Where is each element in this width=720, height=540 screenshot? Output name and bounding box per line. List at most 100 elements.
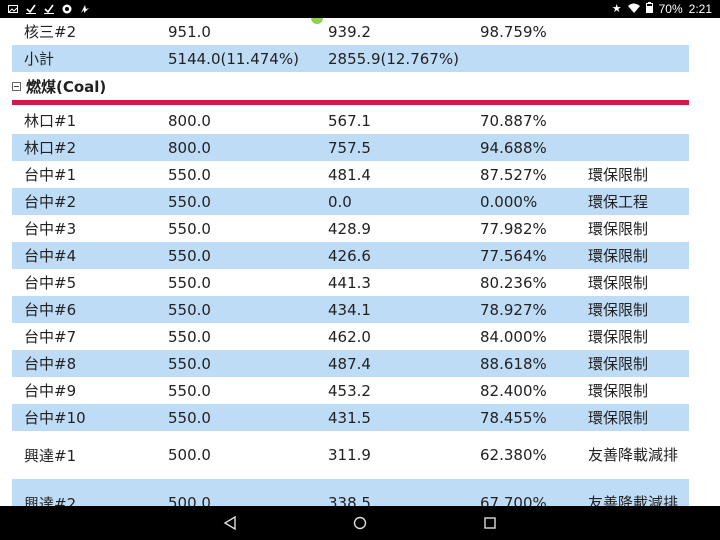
cell-note: 友善降載減排 [588,446,679,464]
cell-capacity: 951.0 [168,22,211,41]
cell-note: 環保限制 [576,404,689,431]
cell-capacity: 550.0 [156,188,316,215]
cell-output: 939.2 [328,22,371,41]
cell-ratio: 84.000% [480,327,547,346]
table-row: 台中#7 550.0 462.0 84.000% 環保限制 [12,323,689,350]
cell-note: 環保限制 [576,296,689,323]
table-row: 小計 5144.0(11.474%) 2855.9(12.767%) [12,45,689,72]
recents-button[interactable] [475,508,505,538]
shield-icon [62,4,72,14]
star-icon: ★ [611,3,622,15]
cell-note: 環保限制 [576,242,689,269]
cell-output: 426.6 [316,242,468,269]
cell-name: 小計 [12,45,156,72]
cell-name: 台中#1 [24,166,77,184]
cell-ratio: 78.455% [468,404,576,431]
cell-name: 台中#10 [12,404,156,431]
check-icon [26,4,36,14]
cell-ratio: 98.759% [480,22,547,41]
cell-name: 台中#4 [12,242,156,269]
home-button[interactable] [345,508,375,538]
cell-output: 441.3 [328,273,371,292]
page-content[interactable]: 核三#2 951.0 939.2 98.759% 小計 5144.0(11.474%) 28… [0,18,720,506]
cell-capacity: 550.0 [168,219,211,238]
coal-section-header[interactable]: 燃煤(Coal) [12,72,720,100]
table-row: 台中#9 550.0 453.2 82.400% 環保限制 [12,377,689,404]
recents-icon [484,517,496,529]
cell-ratio: 94.688% [468,134,576,161]
collapse-icon[interactable] [12,81,21,91]
cell-ratio: 62.380% [480,446,547,464]
cell-ratio [468,45,576,72]
cell-output: 434.1 [316,296,468,323]
home-icon [353,516,367,530]
cell-note: 友善降載減排 [576,479,689,506]
table-row: 台中#10 550.0 431.5 78.455% 環保限制 [12,404,689,431]
cell-note: 環保限制 [588,327,649,346]
cell-ratio: 80.236% [480,273,547,292]
table-row: 台中#5 550.0 441.3 80.236% 環保限制 [12,269,689,296]
cell-capacity: 550.0 [168,273,211,292]
cell-name: 林口#1 [24,112,77,130]
cell-note: 環保限制 [588,219,649,238]
cell-ratio: 88.618% [468,350,576,377]
table-row: 台中#4 550.0 426.6 77.564% 環保限制 [12,242,689,269]
cell-output: 462.0 [328,327,371,346]
decorative-marker [311,18,323,24]
wifi-icon [627,2,640,16]
system-status: ★ 70% 2:21 [612,2,712,16]
cell-note [576,134,689,161]
cell-output: 487.4 [316,350,468,377]
cell-name: 台中#5 [24,274,77,292]
coal-table: 林口#1 800.0 567.1 70.887% 林口#2 800.0 757.5 94.68… [12,107,689,506]
cell-note [576,18,689,45]
image-icon [8,4,18,14]
cell-output: 431.5 [316,404,468,431]
cell-note: 環保限制 [588,381,649,400]
table-row: 林口#1 800.0 567.1 70.887% [12,107,689,134]
status-bar: ★ 70% 2:21 [0,0,720,18]
cell-ratio: 67.700% [468,479,576,506]
cell-capacity: 550.0 [168,381,211,400]
cell-output: 428.9 [328,219,371,238]
navigation-bar [0,506,720,540]
cell-note [576,107,689,134]
cell-name: 台中#7 [24,328,77,346]
battery-percent: 70% [658,2,683,16]
cell-ratio: 70.887% [480,111,547,130]
cell-ratio: 77.982% [480,219,547,238]
cell-note: 環保限制 [588,165,649,184]
cell-capacity: 550.0 [168,327,211,346]
cell-name: 台中#8 [12,350,156,377]
section-divider [12,100,689,105]
cell-name: 台中#3 [24,220,77,238]
notification-icons [8,4,90,14]
cell-name: 興達#1 [24,446,77,465]
cell-capacity: 500.0 [168,446,211,464]
cell-capacity: 550.0 [168,165,211,184]
cell-output: 311.9 [328,446,371,464]
cell-output: 567.1 [328,111,371,130]
cell-ratio: 82.400% [480,381,547,400]
cell-capacity: 550.0 [156,296,316,323]
table-row: 興達#1 500.0 311.9 62.380% 友善降載減排 [12,431,689,479]
check-icon [44,4,54,14]
back-icon [223,516,236,530]
cell-capacity: 800.0 [168,111,211,130]
table-row: 台中#1 550.0 481.4 87.527% 環保限制 [12,161,689,188]
flash-icon [80,4,90,14]
table-row: 台中#2 550.0 0.0 0.000% 環保工程 [12,188,689,215]
cell-capacity: 5144.0(11.474%) [156,45,316,72]
table-row: 台中#6 550.0 434.1 78.927% 環保限制 [12,296,689,323]
cell-note: 環保工程 [576,188,689,215]
section-title: 燃煤(Coal) [26,77,107,96]
cell-ratio: 77.564% [468,242,576,269]
cell-output: 2855.9(12.767%) [316,45,468,72]
cell-capacity: 500.0 [156,479,316,506]
back-button[interactable] [215,508,245,538]
cell-capacity: 550.0 [156,242,316,269]
cell-output: 338.5 [316,479,468,506]
cell-capacity: 550.0 [156,404,316,431]
cell-name: 林口#2 [12,134,156,161]
cell-capacity: 550.0 [156,350,316,377]
